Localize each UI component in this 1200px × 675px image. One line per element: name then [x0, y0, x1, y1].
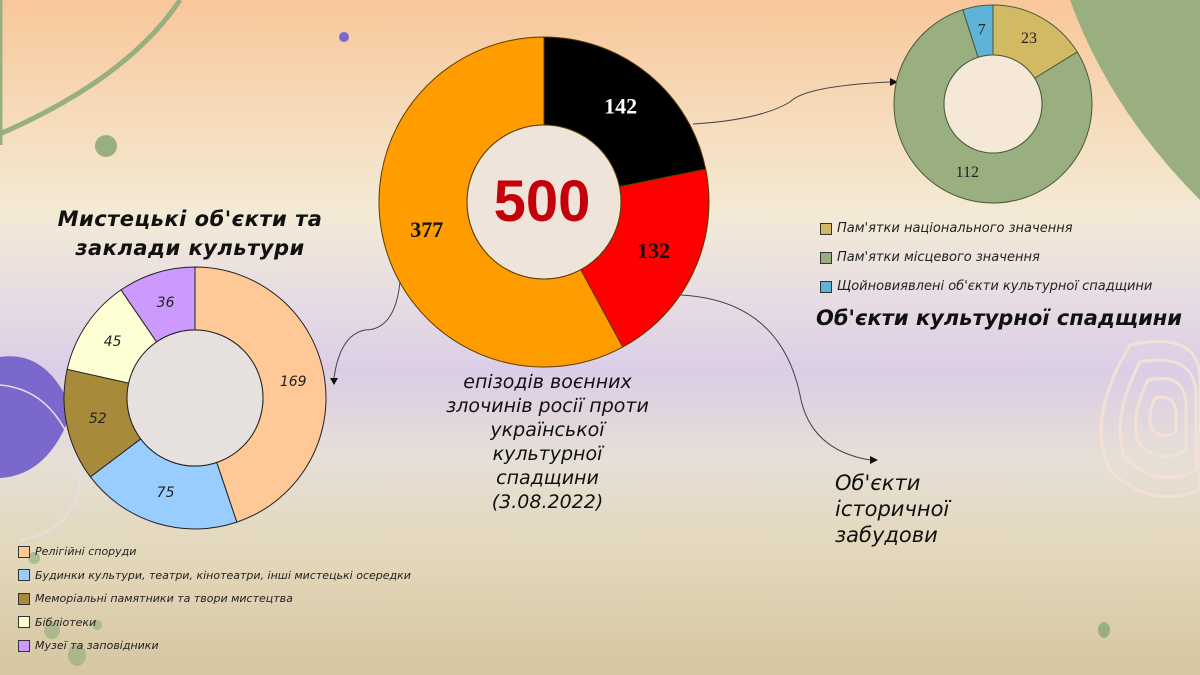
main-caption: епізодів воєнних злочинів росії проти ук… [420, 370, 675, 514]
segment-value-label: 52 [89, 411, 107, 427]
right-donut-chart: 23 112 7 [893, 4, 1093, 204]
legend-swatch [18, 639, 30, 652]
legend-swatch [18, 545, 30, 558]
segment-value-label: 169 [280, 374, 307, 390]
legend-label: Музеї та заповідники [35, 639, 159, 653]
legend-item: Музеї та заповідники [18, 634, 411, 658]
right-chart-title: Об'єкти культурної спадщини [816, 306, 1183, 330]
caption-line: культурної [492, 443, 603, 465]
legend-label: Будинки культури, театри, кінотеатри, ін… [35, 568, 411, 582]
historic-buildings-caption: Об'єкти історичної забудови [835, 470, 995, 548]
donut-hole [943, 54, 1043, 154]
legend-item: Бібліотеки [18, 611, 411, 635]
segment-value-label: 75 [157, 485, 175, 501]
segment-value-label: 132 [637, 238, 670, 263]
caption-line: Об'єкти [835, 471, 921, 495]
caption-date: (3.08.2022) [491, 491, 604, 513]
caption-line: забудови [835, 523, 938, 547]
legend-swatch [820, 280, 832, 293]
segment-value-label: 45 [104, 334, 122, 350]
total-episodes-value: 500 [493, 169, 591, 234]
decor-semicircle [0, 356, 72, 478]
main-donut-chart: 142 132 377 [378, 36, 710, 368]
title-line: заклади культури [75, 236, 305, 260]
main-donut-svg: 142 132 377 [378, 36, 710, 368]
title-line: Мистецькі об'єкти та [57, 207, 323, 231]
legend-item: Щойновиявлені об'єкти культурної спадщин… [820, 272, 1152, 301]
left-donut-svg: 169 75 52 45 36 [63, 266, 327, 530]
segment-value-label: 7 [978, 22, 986, 39]
connector-arrows [333, 81, 891, 461]
caption-line: злочинів росії проти [446, 395, 649, 417]
legend-swatch [18, 592, 30, 605]
legend-label: Меморіальні памятники та твори мистецтва [35, 592, 293, 606]
caption-line: історичної [835, 497, 950, 521]
donut-hole [126, 329, 264, 467]
left-legend: Релігійні споруди Будинки культури, теат… [18, 540, 411, 658]
legend-item: Пам'ятки місцевого значення [820, 243, 1152, 272]
legend-swatch [820, 222, 832, 235]
segment-value-label: 23 [1021, 30, 1037, 47]
right-donut-svg: 23 112 7 [893, 4, 1093, 204]
legend-swatch [820, 251, 832, 264]
legend-label: Пам'ятки місцевого значення [837, 250, 1040, 265]
legend-swatch [18, 569, 30, 582]
segment-value-label: 36 [157, 295, 175, 311]
legend-item: Пам'ятки національного значення [820, 214, 1152, 243]
decor-dot [339, 32, 349, 42]
legend-item: Будинки культури, театри, кінотеатри, ін… [18, 564, 411, 588]
right-legend: Пам'ятки національного значення Пам'ятки… [820, 214, 1152, 301]
caption-line: української [490, 419, 605, 441]
legend-label: Щойновиявлені об'єкти культурної спадщин… [837, 279, 1153, 294]
decor-arc [0, 0, 183, 137]
legend-label: Релігійні споруди [35, 545, 137, 559]
decor-leaf [1070, 0, 1200, 200]
legend-item: Релігійні споруди [18, 540, 411, 564]
legend-label: Пам'ятки національного значення [837, 221, 1073, 236]
donut-hole [466, 124, 622, 280]
caption-line: епізодів воєнних [463, 371, 632, 393]
caption-line: спадщини [496, 467, 599, 489]
left-donut-chart: 169 75 52 45 36 [63, 266, 327, 530]
segment-value-label: 142 [604, 93, 637, 118]
segment-value-label: 112 [956, 164, 979, 181]
left-chart-title: Мистецькі об'єкти та заклади культури [40, 205, 340, 263]
legend-label: Бібліотеки [35, 615, 97, 629]
decor-contour [1099, 340, 1200, 499]
legend-item: Меморіальні памятники та твори мистецтва [18, 587, 411, 611]
segment-value-label: 377 [410, 217, 443, 242]
legend-swatch [18, 616, 30, 629]
